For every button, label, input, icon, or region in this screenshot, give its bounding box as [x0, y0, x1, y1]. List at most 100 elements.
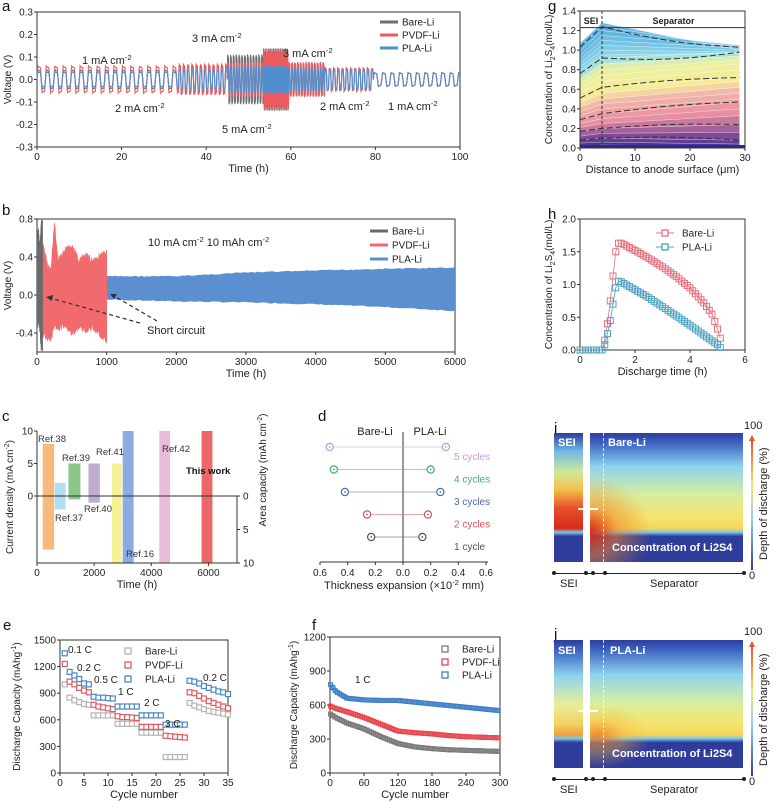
- interface-arrow: [578, 710, 598, 712]
- colorbar-label: Depth of discharge (%): [758, 653, 770, 767]
- region-scale-line: [554, 573, 744, 574]
- scale-dot: [591, 777, 595, 781]
- y-tick-label: 1.4: [562, 7, 576, 18]
- data-point-pvdf-li: [181, 734, 188, 741]
- y-axis-label-left-part: Current density (mA cm: [5, 450, 16, 554]
- series-band-pvdf-li: [329, 703, 501, 741]
- row-label: 1 cycle: [454, 542, 486, 553]
- x-tick-label: 120: [390, 778, 407, 789]
- x-tick-label: 6000: [197, 568, 220, 579]
- y-tick-label: -0.3: [16, 143, 34, 154]
- legend-swatch: [661, 229, 669, 237]
- y-tick-label: 5: [27, 459, 33, 470]
- x-axis-label-part: mm): [459, 580, 484, 592]
- header-bare-li: Bare-Li: [357, 426, 392, 438]
- dashed-profile-line: [580, 77, 740, 99]
- marker-dot: [439, 491, 442, 493]
- y-tick-label: 600: [39, 715, 56, 726]
- chart-c: 0 2000 4000 6000 0 5 10 0 5 10 Time (h) Current den…: [4, 414, 269, 591]
- data-point-pvdf-li: [61, 660, 68, 668]
- scale-dot: [584, 571, 588, 575]
- current-density-annotation-part: -2: [158, 101, 165, 110]
- data-point-pla-li: [224, 690, 232, 698]
- rate-label: 1 C: [118, 687, 134, 698]
- profile-line: [580, 40, 740, 60]
- y-axis-label-part: 4: [550, 251, 557, 255]
- x-axis-label: Cycle number: [381, 789, 449, 801]
- y-tick-label: 900: [309, 667, 326, 678]
- x-tick-label: 60: [358, 778, 370, 789]
- data-point-pvdf-li: [71, 681, 78, 688]
- chart-b: 0 1000 2000 3000 4000 5000 6000 -0.4 0.0 0.4 0.8 Ti…: [3, 215, 467, 381]
- x-tick-label: 4000: [305, 357, 328, 368]
- x-tick-label: 2: [632, 355, 638, 366]
- legend-label: PLA-Li: [392, 255, 422, 266]
- x-axis-label: Time (h): [117, 579, 158, 591]
- chart-f: 0 60 120 180 240 300 0 300 600 900 1200 Cycle numbe…: [288, 633, 509, 802]
- x-tick-label: 4: [687, 355, 693, 366]
- y-axis-label-part: Discharge Capacity (mAhg: [289, 650, 300, 769]
- current-density-annotation: 2 mA cm-2: [115, 101, 165, 115]
- x-tick-label: 25: [174, 778, 186, 789]
- y2-tick-label: 5: [243, 525, 249, 536]
- current-density-annotation: 3 mA cm-2: [192, 31, 242, 45]
- chart-a: 0 20 40 60 80 100 -0.3 -0.2 -0.1 0.0 0.1 0.2 0.3 Time…: [3, 8, 469, 176]
- marker-dot: [444, 446, 447, 448]
- current-density-annotation-part: -2: [363, 99, 370, 108]
- row-label: 5 cycles: [454, 452, 490, 463]
- colorbar-max: 100: [744, 420, 763, 432]
- legend-label: Bare-Li: [392, 227, 424, 238]
- bar-ref-39: [68, 463, 81, 500]
- y-axis-label-part: (mol/L): [544, 220, 555, 251]
- chart-e: 0 5 10 15 20 25 30 35 0 300 600 900 1200 1500 Cycle nu…: [11, 636, 234, 802]
- x-tick-label: 0.6: [313, 568, 327, 579]
- y-axis-label-part: S: [544, 49, 555, 56]
- marker-dot: [344, 491, 346, 493]
- y-tick-label: 1200: [34, 662, 57, 673]
- data-point-bare-li: [711, 318, 719, 326]
- bar-ref-40: [88, 463, 100, 503]
- bar-ref-16: [122, 431, 134, 563]
- profile-line: [580, 52, 740, 71]
- arrow-short-circuit-pvdf: [113, 295, 158, 322]
- panel-label-a: a: [2, 0, 11, 15]
- y-tick-label: 0.1: [19, 53, 33, 64]
- sei-label: SEI: [558, 437, 576, 449]
- x-tick-label: 0: [34, 152, 40, 163]
- data-point-bare-li: [133, 720, 140, 727]
- x-tick-label: 0: [577, 355, 583, 366]
- y-tick-label: 0.8: [562, 65, 576, 76]
- x-tick-label: 3000: [235, 357, 258, 368]
- x-tick-label: 30: [739, 153, 751, 164]
- x-tick-label: 0.6: [479, 568, 493, 579]
- y-axis-label-part: Discharge Capacity (mAhg: [12, 652, 23, 771]
- y-axis-label-right-part: Area capacity (mAh cm: [258, 423, 269, 526]
- y-tick-label: 0.2: [19, 30, 33, 41]
- sample-label: PLA-Li: [610, 645, 646, 657]
- legend-label: PVDF-Li: [392, 241, 430, 252]
- marker-dot: [370, 536, 373, 538]
- colorbar-min: 0: [749, 570, 756, 582]
- x-tick-label: 80: [370, 152, 382, 163]
- panel-label-c: c: [2, 408, 10, 425]
- series-band-pla-li: [106, 267, 455, 312]
- panel-label-g: g: [548, 0, 557, 15]
- x-tick-label: 0: [34, 357, 40, 368]
- x-tick-label: 20: [684, 153, 696, 164]
- data-point-pla-li: [61, 650, 68, 657]
- legend-label: PLA-Li: [402, 44, 432, 55]
- bar-label: This work: [186, 466, 231, 477]
- interface-dashed-line: [603, 640, 604, 768]
- test-condition-label-part: -2: [262, 235, 269, 244]
- y-tick-label: 0.0: [562, 346, 576, 357]
- interface-dashed-line: [603, 433, 604, 562]
- current-density-annotation: 1 mA cm-2: [388, 99, 438, 113]
- current-density-annotation: 1 mA cm-2: [82, 53, 132, 67]
- x-tick-label: 0.2: [368, 568, 382, 579]
- x-axis-label: Discharge time (h): [618, 366, 708, 378]
- sei-axis-label: SEI: [560, 784, 578, 796]
- series-area-group: [37, 219, 455, 352]
- arrowhead-icon: [46, 295, 53, 301]
- x-tick-label: 240: [458, 778, 475, 789]
- profile-line: [580, 35, 740, 56]
